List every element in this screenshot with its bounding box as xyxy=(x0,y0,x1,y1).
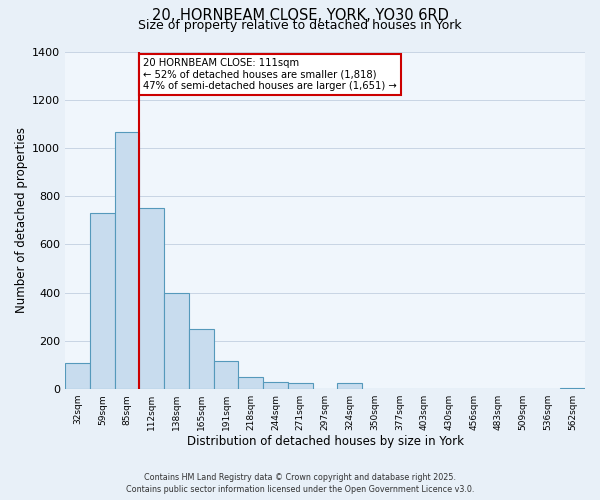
Bar xyxy=(189,329,214,389)
Text: Contains HM Land Registry data © Crown copyright and database right 2025.
Contai: Contains HM Land Registry data © Crown c… xyxy=(126,472,474,494)
Bar xyxy=(214,362,238,389)
Bar xyxy=(115,132,139,389)
Bar xyxy=(337,383,362,389)
Y-axis label: Number of detached properties: Number of detached properties xyxy=(15,128,28,314)
Bar xyxy=(560,388,585,389)
Text: 20, HORNBEAM CLOSE, YORK, YO30 6RD: 20, HORNBEAM CLOSE, YORK, YO30 6RD xyxy=(152,8,448,22)
Bar xyxy=(164,292,189,389)
Bar xyxy=(139,208,164,389)
Bar xyxy=(263,382,288,389)
Text: 20 HORNBEAM CLOSE: 111sqm
← 52% of detached houses are smaller (1,818)
47% of se: 20 HORNBEAM CLOSE: 111sqm ← 52% of detac… xyxy=(143,58,397,90)
Bar xyxy=(288,383,313,389)
Bar xyxy=(238,377,263,389)
X-axis label: Distribution of detached houses by size in York: Distribution of detached houses by size … xyxy=(187,434,464,448)
Bar xyxy=(65,362,90,389)
Text: Size of property relative to detached houses in York: Size of property relative to detached ho… xyxy=(138,19,462,32)
Bar xyxy=(90,213,115,389)
